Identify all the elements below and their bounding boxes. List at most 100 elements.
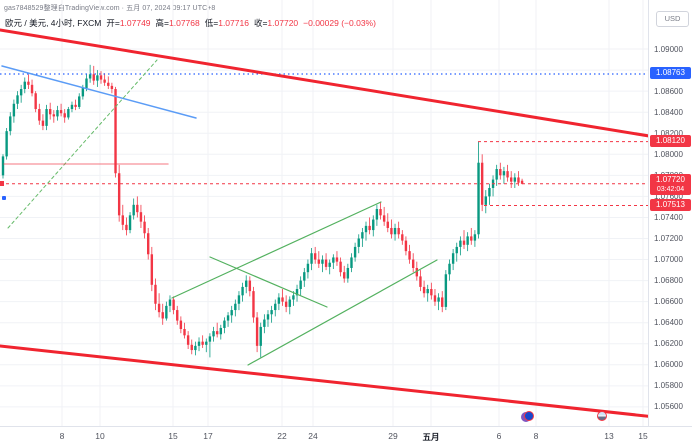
- candle: [332, 254, 335, 270]
- price-tick-label: 1.05800: [654, 381, 683, 391]
- lower-trendline[interactable]: [0, 344, 648, 421]
- candle: [45, 104, 48, 131]
- candle: [408, 244, 411, 264]
- green-dashed-trendline[interactable]: [7, 59, 158, 229]
- candle: [136, 196, 139, 218]
- candle: [197, 337, 201, 352]
- symbol-legend: 欧元 / 美元, 4小时, FXCM 开=1.07749 高=1.07768 低=1.…: [5, 17, 376, 29]
- candle: [299, 276, 302, 296]
- candle: [19, 84, 23, 103]
- candle: [165, 301, 168, 321]
- channel-upper-line[interactable]: [171, 201, 382, 299]
- upper-trendline[interactable]: [0, 28, 648, 143]
- drawing-anchor-red[interactable]: [0, 181, 4, 186]
- candle: [477, 141, 480, 239]
- legend-field: 高=1.07768: [155, 18, 200, 28]
- candle: [379, 201, 382, 220]
- candle: [426, 284, 429, 302]
- candle: [252, 286, 255, 323]
- price-tick-label: 1.07400: [654, 212, 683, 222]
- candle: [139, 204, 143, 228]
- candle: [237, 291, 241, 311]
- price-tick-label: 1.06000: [654, 360, 683, 370]
- candle: [397, 221, 400, 239]
- channel-cross-line[interactable]: [209, 256, 328, 308]
- candle: [433, 289, 437, 306]
- candle: [270, 305, 273, 323]
- symbol-title[interactable]: 欧元 / 美元, 4小时, FXCM: [5, 18, 102, 28]
- candle: [506, 164, 509, 182]
- candle: [401, 230, 404, 245]
- time-tick-label: 24: [308, 431, 318, 441]
- time-axis[interactable]: 8 10 15 17 22 24 29 五月 6 8 13 15: [0, 426, 692, 445]
- chart-canvas[interactable]: [0, 0, 648, 445]
- price-tick-label: 1.05600: [654, 402, 683, 412]
- candle: [470, 227, 473, 245]
- candle: [12, 99, 16, 123]
- candle: [248, 276, 252, 297]
- candle: [480, 154, 484, 212]
- candle: [219, 324, 222, 340]
- candle: [92, 65, 95, 85]
- price-badge-1-07513: 1.07513: [650, 199, 691, 212]
- candle: [157, 293, 161, 318]
- candle: [38, 103, 41, 125]
- price-axis[interactable]: 1.090001.088001.086001.084001.082001.080…: [648, 0, 692, 426]
- candle: [419, 270, 422, 292]
- candle: [176, 305, 179, 325]
- time-tick-label: 15: [638, 431, 648, 441]
- candle: [110, 82, 114, 94]
- candle: [63, 109, 66, 123]
- event-icon-main-circle: [597, 411, 607, 421]
- candle: [510, 171, 513, 188]
- candle: [364, 221, 368, 241]
- time-tick-label: 6: [496, 431, 502, 441]
- channel-lower-line[interactable]: [247, 259, 438, 366]
- drawing-anchor-blue[interactable]: [2, 196, 6, 200]
- legend-ohlc-values: 开=1.07749 高=1.07768 低=1.07716 收=1.07720: [101, 18, 298, 28]
- economic-event-icon[interactable]: [594, 411, 607, 424]
- price-tick-label: 1.08000: [654, 149, 683, 159]
- candle: [353, 242, 357, 262]
- price-tick-label: 1.07200: [654, 233, 683, 243]
- candle: [34, 91, 37, 113]
- chart-attribution: gas7848529整理自TradingView.com · 五月 07, 20…: [4, 5, 216, 12]
- candle: [172, 296, 175, 315]
- candle: [284, 295, 288, 313]
- time-tick-label: 29: [388, 431, 398, 441]
- candle: [266, 310, 270, 327]
- price-badge-1-08763: 1.08763: [650, 67, 691, 80]
- legend-change: −0.00029 (−0.03%): [303, 18, 376, 28]
- economic-event-icon[interactable]: [521, 411, 534, 424]
- candle: [103, 73, 106, 86]
- candle: [226, 312, 230, 327]
- price-tick-label: 1.06600: [654, 297, 683, 307]
- candle: [372, 215, 375, 237]
- candle: [430, 282, 433, 300]
- time-tick-label: 13: [604, 431, 614, 441]
- price-tick-label: 1.06400: [654, 318, 683, 328]
- candle: [491, 175, 495, 197]
- candle: [201, 335, 204, 348]
- price-tick-label: 1.07000: [654, 255, 683, 265]
- candle: [16, 91, 19, 110]
- candle: [205, 338, 208, 353]
- candle: [437, 293, 440, 311]
- candle: [382, 206, 386, 226]
- price-tick-label: 1.08400: [654, 107, 683, 117]
- candle: [223, 317, 226, 334]
- currency-toggle-button[interactable]: USD: [656, 11, 689, 27]
- candle: [350, 253, 353, 273]
- candle: [59, 103, 63, 117]
- candle: [488, 183, 491, 205]
- time-tick-label: 22: [277, 431, 287, 441]
- candle: [422, 280, 426, 298]
- candle: [295, 284, 299, 302]
- candle: [455, 242, 458, 262]
- candle: [386, 213, 389, 233]
- blue-trendline[interactable]: [1, 65, 197, 119]
- candle: [154, 278, 157, 311]
- candle: [473, 230, 477, 247]
- candle: [328, 259, 331, 275]
- candle: [9, 112, 12, 136]
